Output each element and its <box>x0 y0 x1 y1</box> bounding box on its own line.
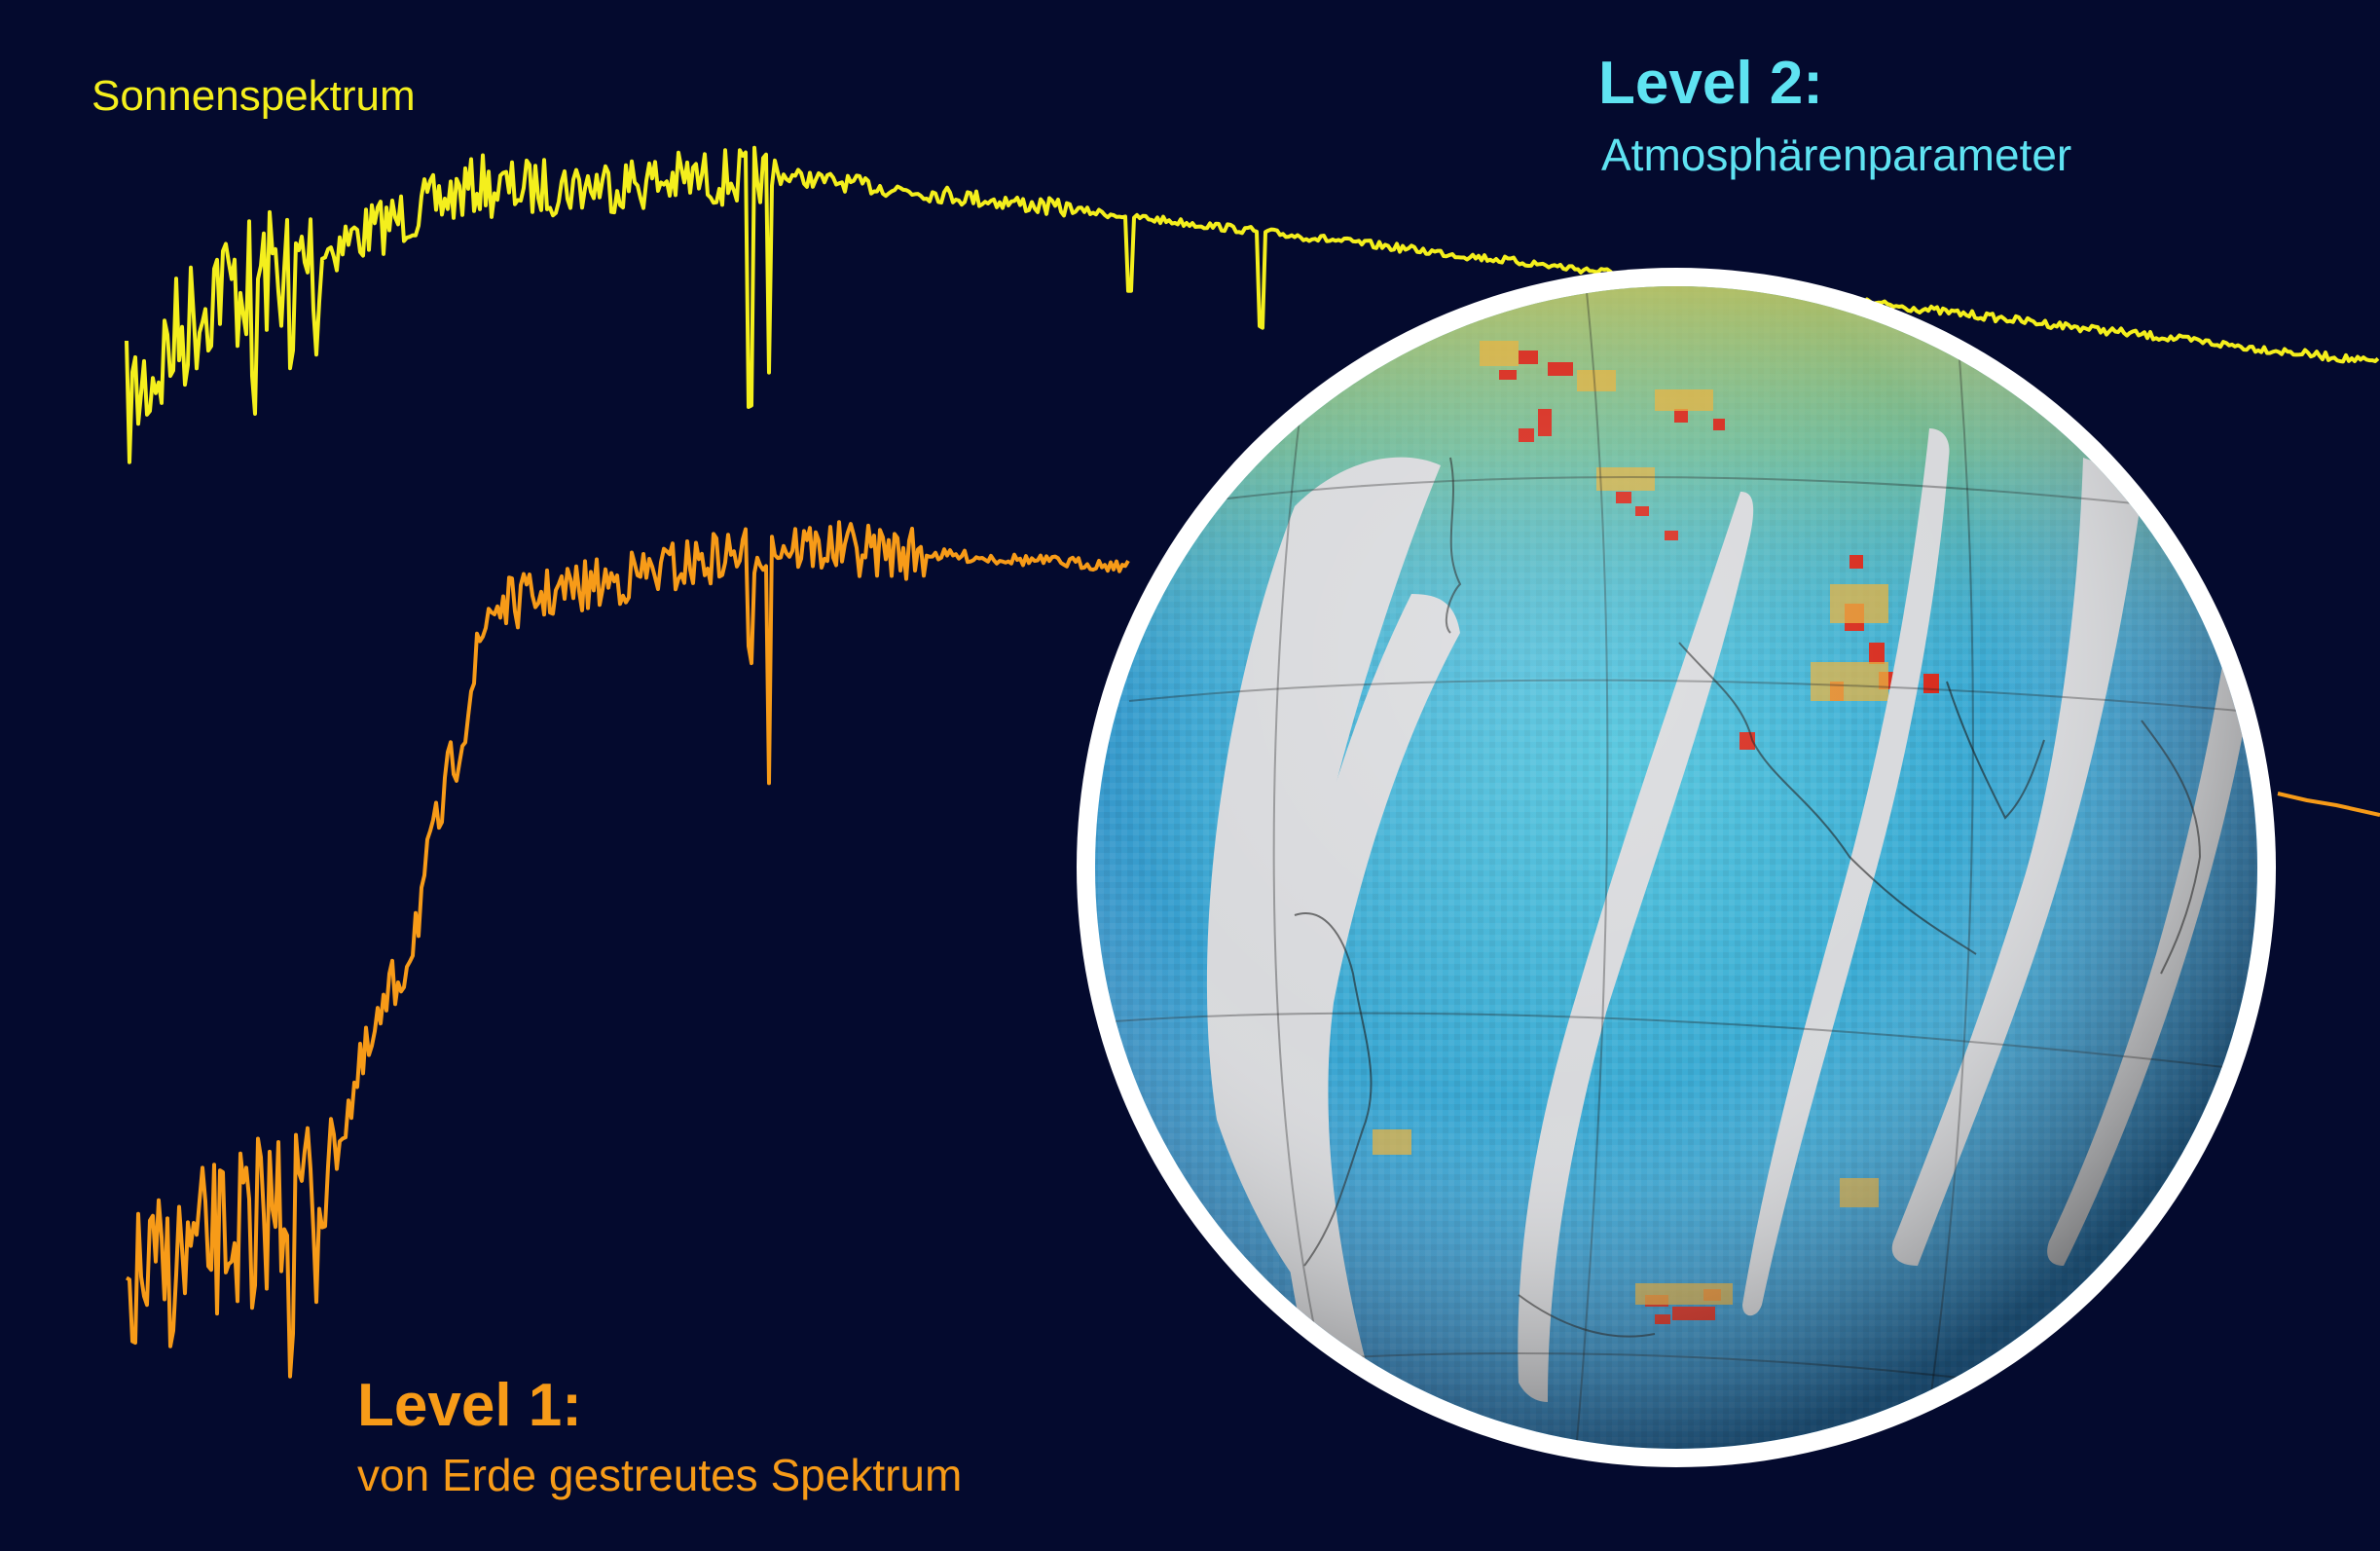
level1-title: Level 1: <box>357 1372 582 1439</box>
earth-globe-icon <box>1077 268 2276 1467</box>
solar-spectrum-curve <box>125 145 2380 464</box>
level2-title: Level 2: <box>1598 50 1823 117</box>
level1-subtitle: von Erde gestreutes Spektrum <box>357 1450 963 1500</box>
solar-spectrum-label: Sonnenspektrum <box>92 72 416 120</box>
level2-subtitle: Atmosphärenparameter <box>1601 129 2072 180</box>
earth-spectrum-curve <box>126 520 2380 1379</box>
